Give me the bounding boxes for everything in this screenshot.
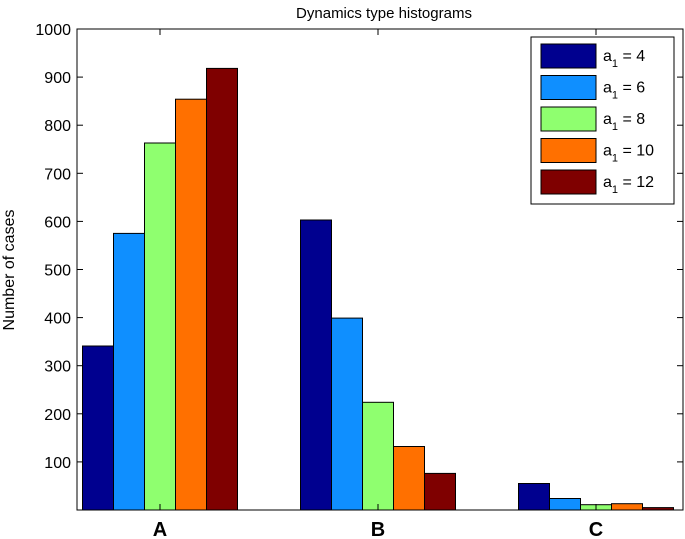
- bar-B-series-5: [424, 472, 456, 511]
- y-tick-label: 900: [44, 70, 71, 87]
- bar-B-series-3: [362, 401, 394, 511]
- bar-C-series-2: [549, 498, 581, 511]
- x-category-label-B: B: [371, 519, 385, 539]
- bars-group: [82, 67, 674, 511]
- bar-B-series-1: [300, 219, 332, 511]
- y-tick-label: 600: [44, 214, 71, 231]
- bar-A-series-5: [206, 67, 238, 511]
- bar-A-series-2: [113, 232, 145, 511]
- bar-A-series-3: [144, 142, 176, 511]
- legend-label-4: a1 = 10: [603, 143, 654, 165]
- y-tick-label: 100: [44, 455, 71, 472]
- y-tick-label: 200: [44, 407, 71, 424]
- bar-C-series-4: [611, 503, 643, 511]
- y-axis-ticks: 100 200 300 400 500 600 700 800 900 1000: [35, 22, 683, 472]
- y-tick-label: 500: [44, 263, 71, 280]
- bar-C-series-1: [518, 483, 550, 511]
- y-tick-label: 800: [44, 118, 71, 135]
- y-tick-label: 300: [44, 359, 71, 376]
- legend-swatch-5: [540, 169, 597, 195]
- x-category-label-C: C: [589, 519, 603, 539]
- bar-A-series-1: [82, 345, 114, 511]
- legend-swatch-2: [540, 75, 597, 100]
- legend-swatch-1: [540, 43, 597, 69]
- x-axis-categories: A B C: [153, 29, 603, 539]
- legend-swatch-3: [540, 106, 597, 132]
- bar-B-series-4: [393, 446, 425, 511]
- legend-label-3: a1 = 8: [603, 111, 645, 133]
- bar-B-series-2: [331, 317, 363, 511]
- bar-A-series-4: [175, 98, 207, 511]
- legend-label-5: a1 = 12: [603, 174, 654, 196]
- chart-title: Dynamics type histograms: [296, 5, 472, 22]
- y-tick-label: 1000: [35, 22, 71, 39]
- y-tick-label: 700: [44, 166, 71, 183]
- y-axis-label: Number of cases: [1, 210, 18, 331]
- legend-label-1: a1 = 4: [603, 48, 645, 70]
- legend-label-2: a1 = 6: [603, 80, 645, 102]
- legend-swatch-4: [540, 138, 597, 163]
- x-category-label-A: A: [153, 519, 167, 539]
- y-tick-label: 400: [44, 311, 71, 328]
- legend: a1 = 4 a1 = 6 a1 = 8 a1 = 10 a1 = 12: [530, 36, 675, 205]
